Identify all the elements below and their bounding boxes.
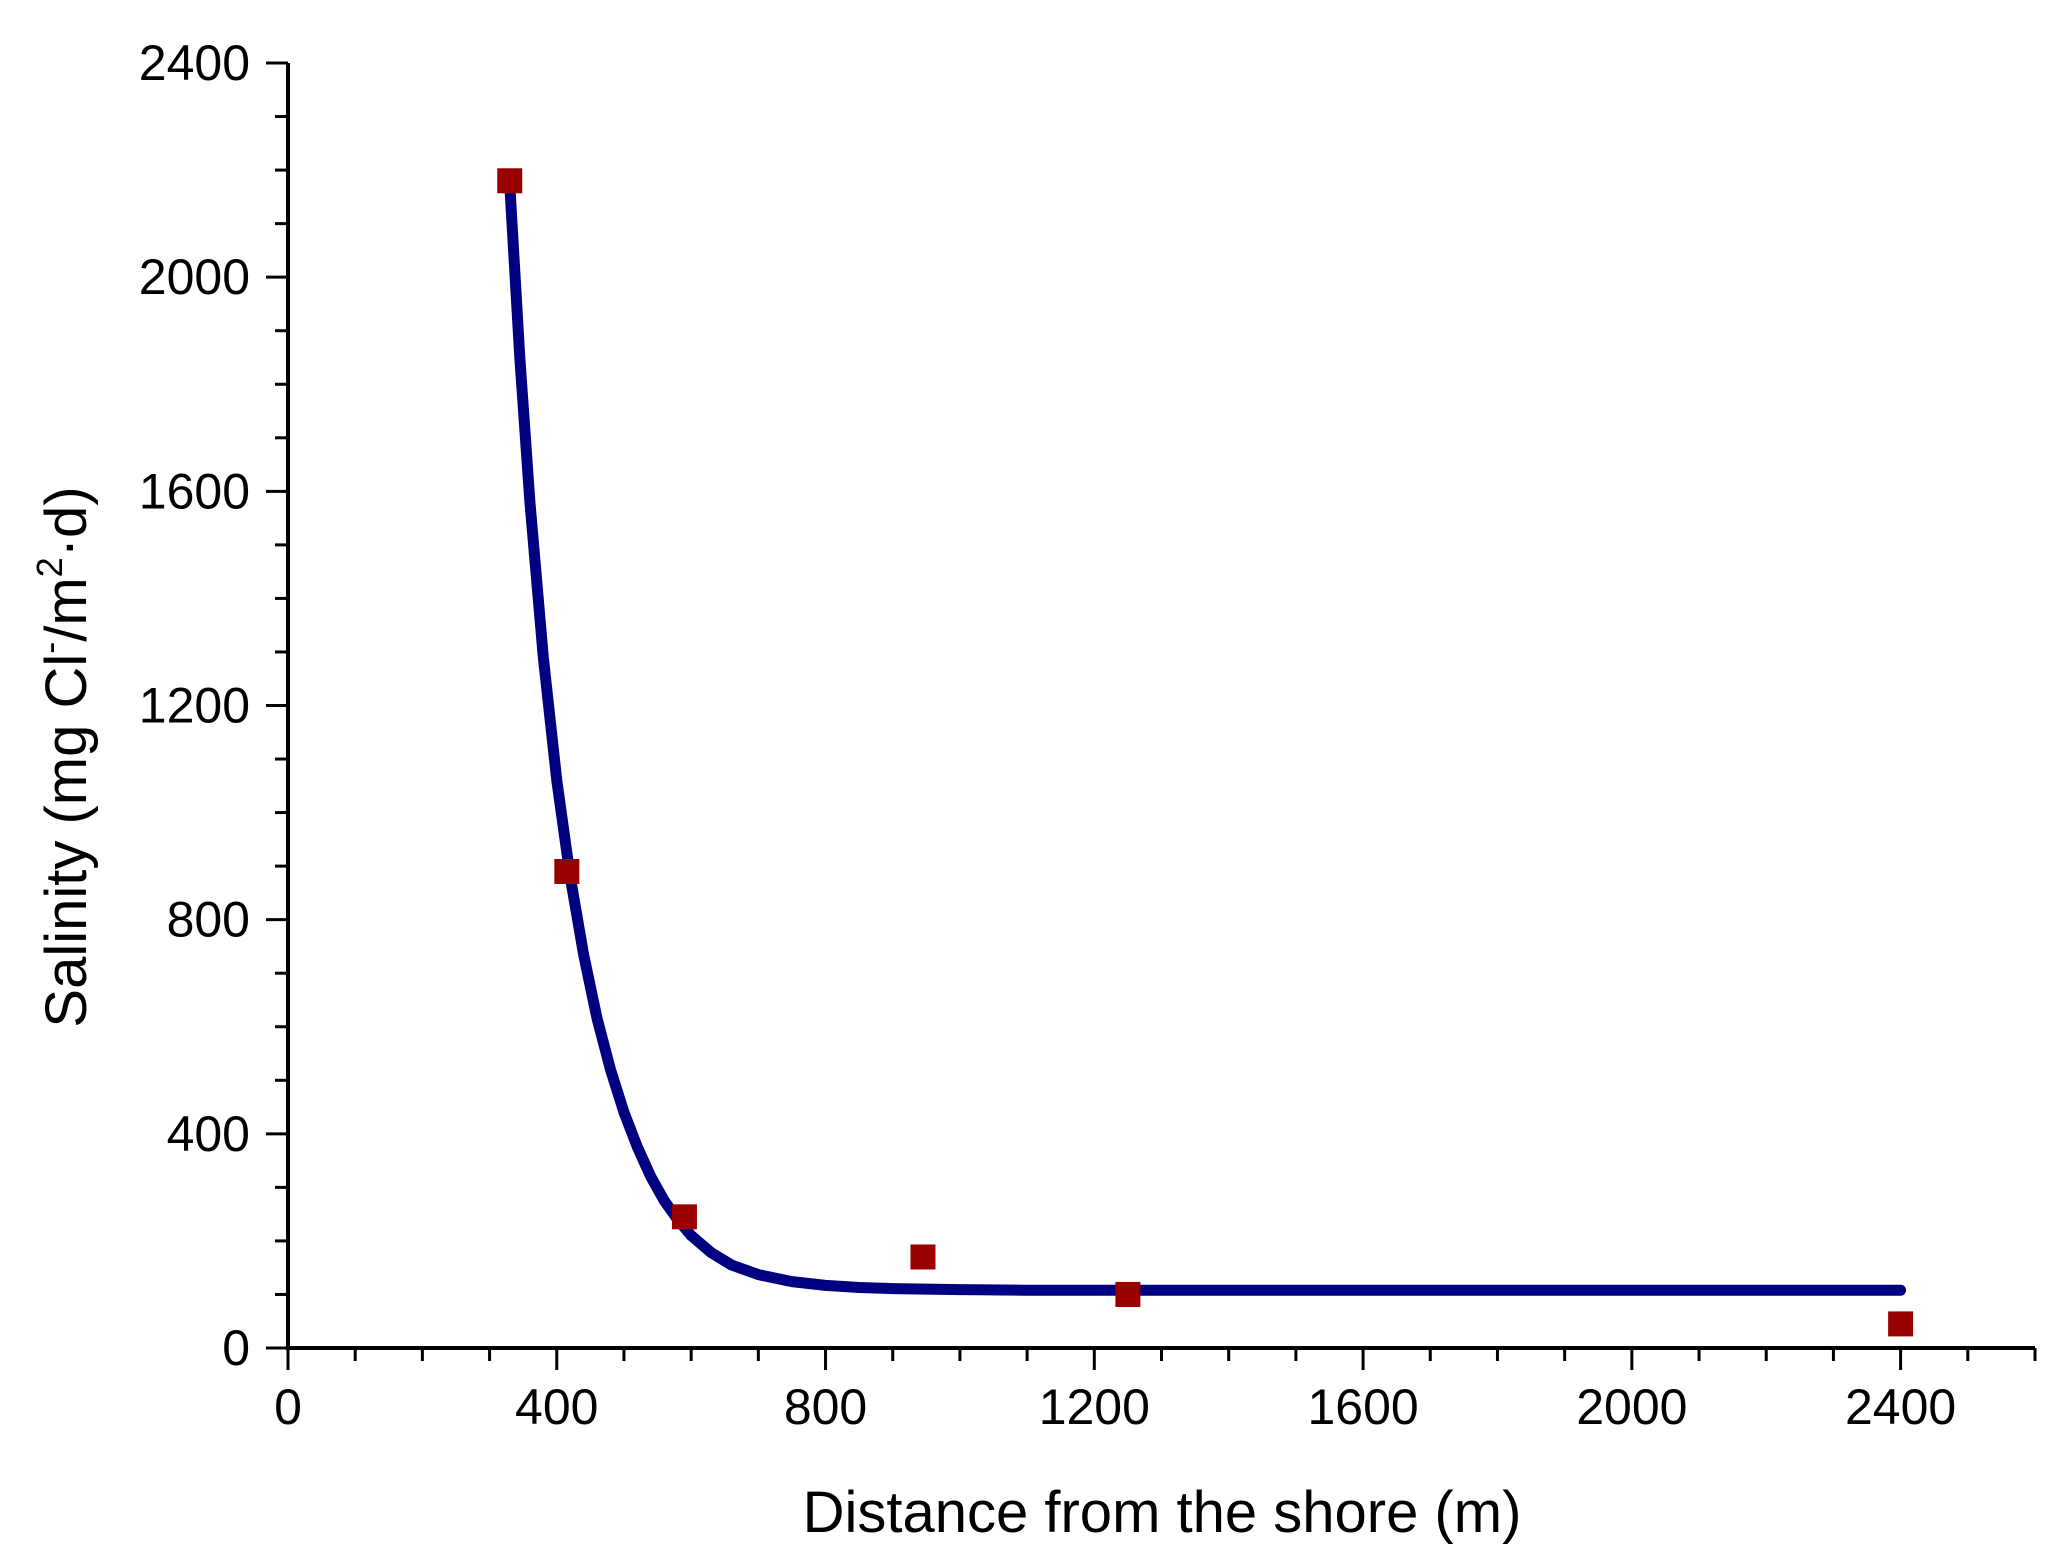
fit-curve xyxy=(504,178,1907,1296)
y-tick-label: 1200 xyxy=(139,678,250,734)
data-point-square xyxy=(1115,1281,1141,1307)
y-axis-title-superscript: - xyxy=(29,642,70,654)
y-tick-label: 2400 xyxy=(139,35,250,91)
x-tick-label: 2000 xyxy=(1576,1379,1687,1435)
x-tick-label: 0 xyxy=(274,1379,302,1435)
ticks: 0 400 800 1200 1600 2000 2400 0 400 800 1200 1600 20… xyxy=(139,35,2037,1435)
data-point-square xyxy=(671,1204,697,1230)
data-point-square xyxy=(1888,1311,1914,1337)
y-axis-title-part: Salinity (mg Cl xyxy=(34,654,99,1028)
x-tick-label: 1600 xyxy=(1307,1379,1418,1435)
fit-curve-layer xyxy=(504,178,1907,1296)
data-point-square xyxy=(910,1244,936,1270)
x-tick-label: 800 xyxy=(784,1379,867,1435)
y-tick-label: 800 xyxy=(167,892,250,948)
x-tick-label: 1200 xyxy=(1039,1379,1150,1435)
y-axis-title-part: /m xyxy=(34,577,99,641)
y-axis-title-part: ·d) xyxy=(34,486,99,557)
y-tick-label: 0 xyxy=(222,1320,250,1376)
x-tick-label: 400 xyxy=(515,1379,598,1435)
y-tick-label: 2000 xyxy=(139,249,250,305)
y-tick-label: 1600 xyxy=(139,463,250,519)
data-point-square xyxy=(554,858,580,884)
data-points xyxy=(497,168,1914,1337)
y-axis-title-superscript: 2 xyxy=(29,557,70,577)
x-axis-title: Distance from the shore (m) xyxy=(803,1480,1522,1545)
x-tick-label: 2400 xyxy=(1845,1379,1956,1435)
y-axis-title: Salinity (mg Cl-/m2·d) xyxy=(29,486,99,1027)
y-tick-label: 400 xyxy=(167,1106,250,1162)
data-point-square xyxy=(497,168,523,194)
